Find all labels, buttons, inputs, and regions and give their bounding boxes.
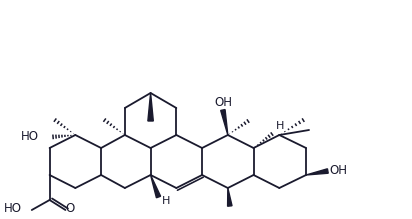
Text: HO: HO: [4, 201, 22, 214]
Text: O: O: [66, 201, 75, 214]
Text: HO: HO: [21, 131, 39, 143]
Polygon shape: [306, 169, 328, 175]
Text: OH: OH: [330, 164, 348, 177]
Polygon shape: [148, 93, 153, 121]
Polygon shape: [221, 110, 228, 135]
Polygon shape: [227, 188, 232, 206]
Text: OH: OH: [214, 95, 232, 108]
Text: H: H: [276, 121, 285, 131]
Polygon shape: [151, 175, 161, 198]
Text: H: H: [162, 196, 171, 206]
